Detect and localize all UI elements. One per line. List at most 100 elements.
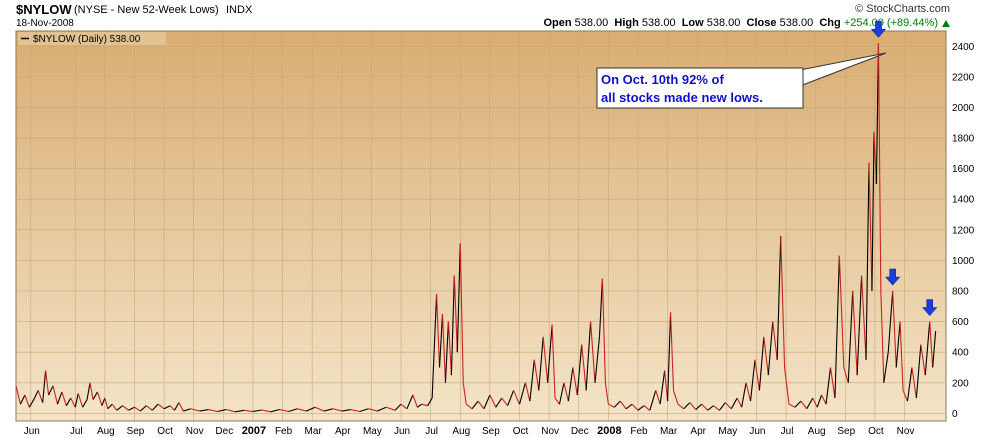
series-segment (749, 359, 756, 402)
series-segment (524, 382, 531, 402)
x-tick-label: Oct (868, 426, 884, 437)
series-segment (915, 344, 922, 399)
series-segment (598, 278, 603, 337)
x-tick-label: Feb (275, 426, 293, 437)
x-tick-label: Dec (571, 426, 589, 437)
series-segment (465, 403, 473, 410)
series-segment (89, 382, 94, 400)
series-segment (116, 405, 123, 411)
series-segment (235, 409, 245, 413)
high-label: High (614, 17, 639, 29)
open-label: Open (543, 17, 572, 29)
series-segment (462, 382, 467, 405)
series-segment (825, 367, 832, 405)
y-tick-label: 600 (952, 317, 969, 328)
x-tick-label: Aug (808, 426, 826, 437)
series-segment (489, 394, 497, 408)
series-segment (800, 400, 808, 410)
series-segment (52, 385, 58, 405)
series-segment (513, 390, 521, 405)
series-segment (332, 408, 342, 412)
series-segment (314, 406, 325, 412)
callout-line-2: all stocks made new lows. (601, 90, 763, 105)
series-segment (61, 391, 67, 406)
callout-line-1: On Oct. 10th 92% of (601, 72, 724, 87)
series-segment (421, 403, 428, 407)
y-tick-label: 0 (952, 409, 958, 420)
series-segment (741, 382, 747, 408)
series-segment (412, 394, 418, 408)
series-segment (77, 393, 84, 408)
series-segment (226, 408, 236, 413)
x-tick-label: Nov (541, 426, 559, 437)
series-segment (784, 367, 790, 405)
ohlc-readout: Open 538.00 High 538.00 Low 538.00 Close… (543, 17, 950, 29)
x-tick-label: Nov (897, 426, 915, 437)
series-segment (880, 290, 885, 383)
x-tick-label: Nov (186, 426, 204, 437)
series-segment (111, 403, 118, 411)
series-segment (563, 382, 569, 402)
series-segment (932, 331, 937, 368)
series-segment (406, 394, 414, 409)
series-segment (101, 397, 106, 406)
series-segment (151, 403, 159, 411)
x-tick-label: Jun (24, 426, 40, 437)
chg-value: +254.00 (+89.44%) (843, 17, 938, 29)
series-segment (856, 275, 863, 376)
price-series (15, 43, 937, 413)
series-segment (19, 394, 26, 405)
x-tick-label: Jul (70, 426, 83, 437)
x-tick-label: Feb (630, 426, 648, 437)
series-segment (447, 321, 452, 376)
series-segment (625, 403, 633, 410)
x-tick-label: Apr (335, 426, 351, 437)
chart-header: $NYLOW (NYSE - New 52-Week Lows) INDX 18… (0, 0, 990, 30)
series-segment (670, 312, 675, 391)
series-segment (847, 290, 854, 383)
series-segment (386, 406, 396, 411)
series-segment (48, 385, 54, 396)
series-segment (758, 336, 765, 391)
brand-logo[interactable]: © StockCharts.com (855, 3, 950, 15)
series-segment (427, 397, 433, 406)
series-segment (695, 403, 703, 410)
series-segment (217, 408, 227, 413)
series-segment (400, 403, 408, 410)
series-segment (140, 405, 147, 412)
series-segment (279, 408, 289, 413)
series-segment (701, 403, 708, 411)
series-segment (906, 367, 913, 402)
series-segment (441, 313, 447, 383)
x-tick-label: Sep (837, 426, 855, 437)
series-segment (323, 408, 334, 412)
up-arrow-icon (942, 20, 950, 27)
series-segment (163, 405, 171, 410)
series-segment (920, 344, 926, 376)
y-tick-label: 2200 (952, 72, 975, 83)
series-segment (459, 243, 464, 383)
down-arrow-icon (922, 299, 938, 317)
x-tick-label: Mar (305, 426, 323, 437)
series-segment (838, 255, 845, 368)
series-segment (788, 403, 796, 408)
legend-label: $NYLOW (Daily) 538.00 (33, 34, 141, 45)
chart-date: 18-Nov-2008 (16, 18, 74, 29)
series-segment (15, 385, 21, 405)
series-segment (45, 370, 50, 396)
close-label: Close (746, 17, 777, 29)
x-tick-label: Aug (97, 426, 115, 437)
series-segment (875, 43, 880, 184)
series-segment (183, 408, 191, 412)
series-segment (567, 367, 574, 402)
legend-box (18, 32, 166, 45)
series-segment (368, 408, 378, 412)
y-axis: 0 200 400 600 800 1000 1200 1400 1600 1800 2000 220… (952, 42, 975, 420)
series-segment (601, 278, 606, 383)
series-segment (667, 312, 672, 402)
series-segment (924, 321, 931, 376)
series-segment (507, 390, 515, 406)
series-segment (359, 408, 369, 413)
down-arrow-icon (870, 20, 887, 38)
low-label: Low (681, 17, 704, 29)
